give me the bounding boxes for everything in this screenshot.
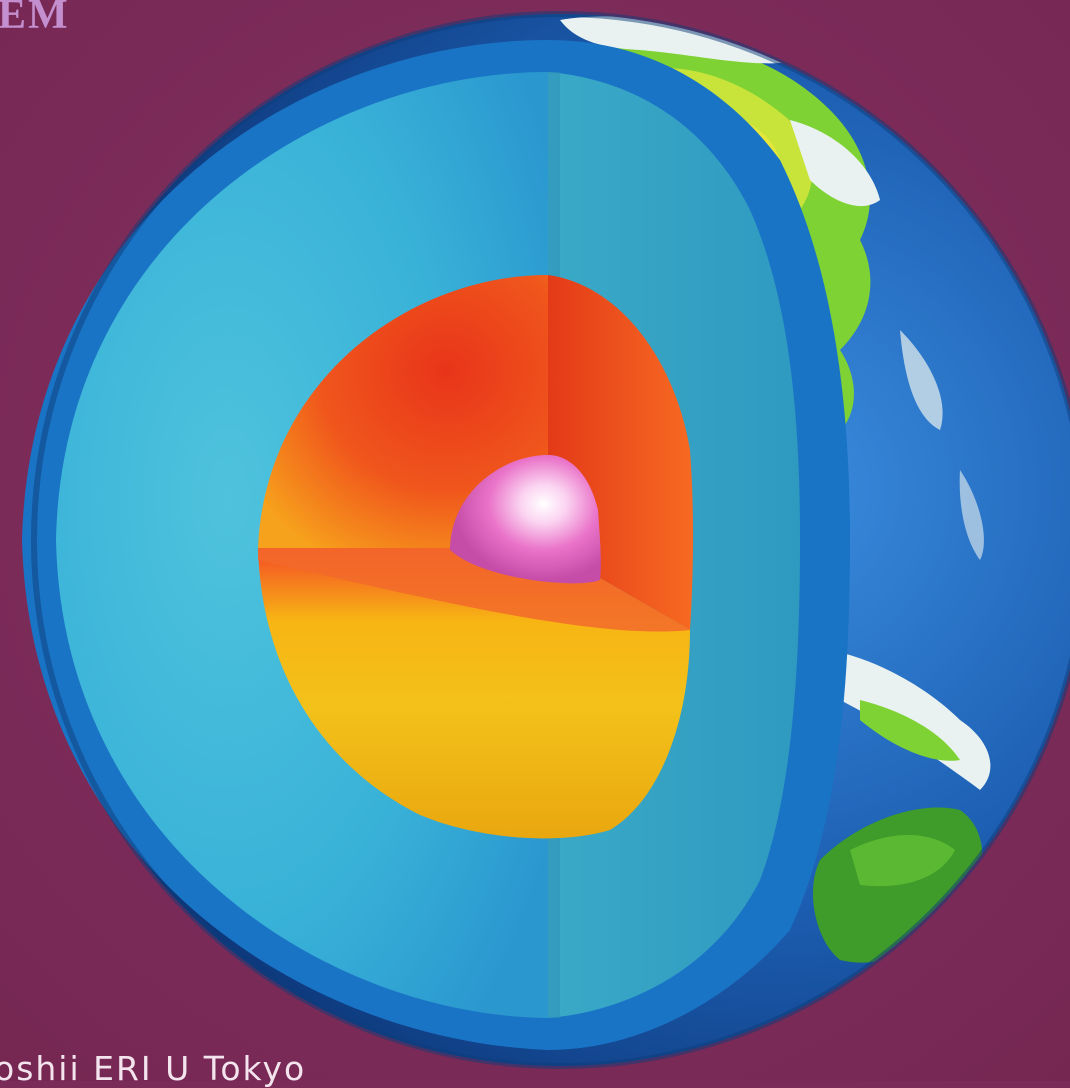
corner-title-fragment: EM <box>0 0 70 38</box>
inner-core-layer <box>450 455 601 584</box>
image-credit: oshii ERI U Tokyo <box>0 1049 307 1088</box>
globe-outline <box>31 11 1070 1069</box>
ice-and-clouds <box>560 16 800 64</box>
